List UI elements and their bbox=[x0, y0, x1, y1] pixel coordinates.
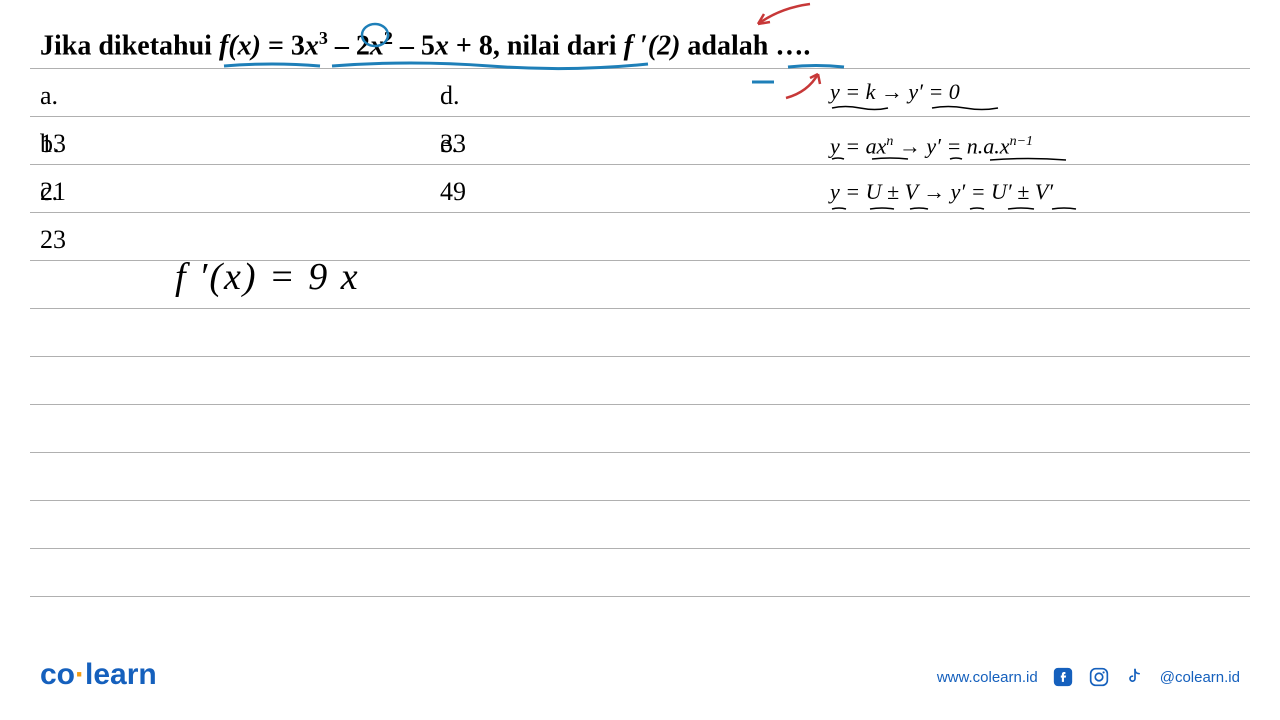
tiktok-icon bbox=[1124, 666, 1146, 688]
f2-left: y = ax bbox=[830, 133, 886, 158]
option-c: c. 23 bbox=[40, 168, 66, 216]
f1-right: y′ = 0 bbox=[908, 79, 959, 104]
f2-arrow: → bbox=[893, 133, 926, 158]
formula-power: y = axn → y′ = n.a.xn−1 bbox=[830, 122, 1053, 172]
f3-arrow: → bbox=[918, 179, 951, 204]
option-a: a. 13 bbox=[40, 72, 66, 120]
plus8: + 8, nilai dari bbox=[449, 30, 624, 61]
formula-constant: y = k → y′ = 0 bbox=[830, 72, 1053, 122]
m5x: – 5 bbox=[393, 30, 435, 61]
blue-dash-small bbox=[750, 78, 776, 86]
red-arrow-top bbox=[750, 0, 820, 30]
blue-circle-exponent bbox=[358, 20, 392, 50]
red-arrow-curve bbox=[778, 68, 828, 104]
blue-underline-fx bbox=[222, 60, 322, 72]
logo-co: co bbox=[40, 658, 75, 691]
option-e: e. 49 bbox=[440, 120, 466, 168]
footer-right: www.colearn.id @colearn.id bbox=[937, 666, 1240, 688]
f2-exp2: n−1 bbox=[1010, 134, 1033, 149]
website-url: www.colearn.id bbox=[937, 669, 1038, 686]
eq: = 3 bbox=[261, 30, 305, 61]
f1-left: y = k bbox=[830, 79, 875, 104]
option-b: b. 21 bbox=[40, 120, 66, 168]
logo-learn: learn bbox=[85, 658, 157, 691]
fprime: f ′(2) bbox=[624, 30, 681, 61]
option-d: d. 33 bbox=[440, 72, 466, 120]
question-prefix: Jika diketahui bbox=[40, 30, 219, 61]
formula-sum: y = U ± V → y′ = U′ ± V′ bbox=[830, 172, 1053, 222]
lined-paper-background bbox=[0, 0, 1280, 720]
f3-left: y = U ± V bbox=[830, 179, 918, 204]
exp3: 3 bbox=[319, 28, 328, 48]
social-handle: @colearn.id bbox=[1160, 669, 1240, 686]
fx-symbol: f(x) bbox=[219, 30, 261, 61]
derivative-formulas: y = k → y′ = 0 y = axn → y′ = n.a.xn−1 y… bbox=[830, 72, 1053, 222]
f1-arrow: → bbox=[875, 79, 908, 104]
x3: x bbox=[305, 30, 319, 61]
suffix: adalah …. bbox=[680, 30, 810, 61]
f3-right: y′ = U′ ± V′ bbox=[951, 179, 1053, 204]
instagram-icon bbox=[1088, 666, 1110, 688]
colearn-logo: co·learn bbox=[40, 658, 157, 692]
handwritten-solution: f ′(x) = 9 x bbox=[175, 255, 360, 299]
f2-right: y′ = n.a.x bbox=[926, 133, 1009, 158]
blue-underline-polynomial bbox=[330, 58, 650, 74]
logo-dot: · bbox=[75, 658, 85, 691]
x1: x bbox=[435, 30, 449, 61]
facebook-icon bbox=[1052, 666, 1074, 688]
